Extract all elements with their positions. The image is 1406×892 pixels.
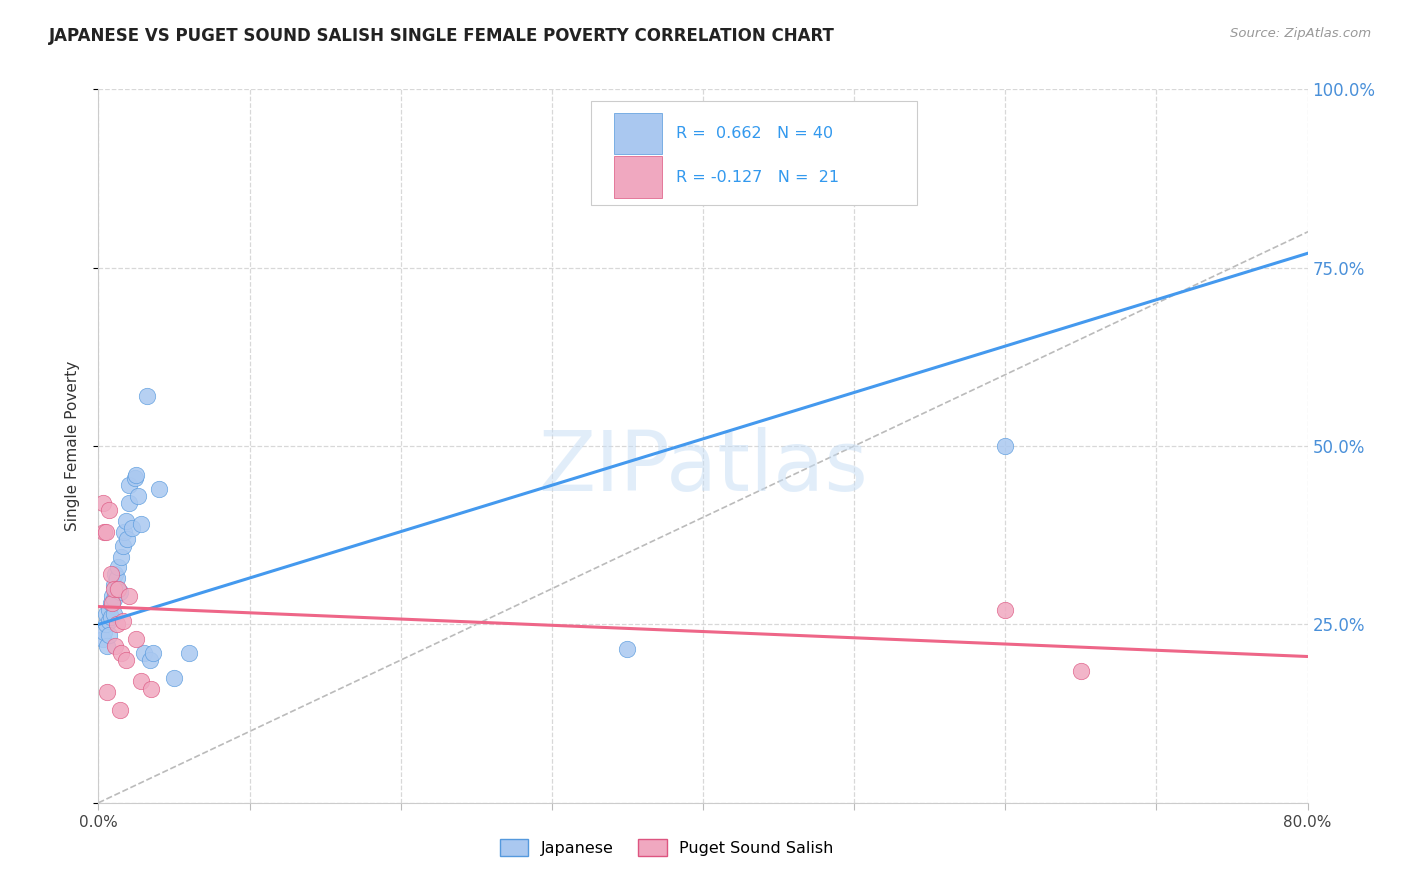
Point <box>132 646 155 660</box>
Point <box>100 596 122 610</box>
Point <box>101 596 124 610</box>
Point <box>118 496 141 510</box>
Point <box>96 685 118 699</box>
Point <box>616 642 638 657</box>
Point <box>111 614 134 628</box>
Point <box>125 467 148 482</box>
Point <box>93 524 115 539</box>
Point <box>135 389 157 403</box>
Text: Source: ZipAtlas.com: Source: ZipAtlas.com <box>1230 27 1371 40</box>
Point <box>107 582 129 596</box>
Point <box>110 549 132 564</box>
Point <box>121 521 143 535</box>
Point <box>100 567 122 582</box>
Point <box>91 632 114 646</box>
Point <box>103 592 125 607</box>
Point <box>115 532 138 546</box>
Legend: Japanese, Puget Sound Salish: Japanese, Puget Sound Salish <box>494 832 841 863</box>
Point <box>1070 664 1092 678</box>
Point <box>100 610 122 624</box>
Point <box>129 674 152 689</box>
Text: ZIPatlas: ZIPatlas <box>538 427 868 508</box>
Point <box>103 578 125 592</box>
Point <box>105 582 128 596</box>
Point <box>101 589 124 603</box>
Point <box>103 607 125 621</box>
Point <box>98 603 121 617</box>
Point <box>103 582 125 596</box>
Point <box>139 653 162 667</box>
Point <box>105 617 128 632</box>
Point <box>129 517 152 532</box>
Point <box>118 478 141 492</box>
Point <box>105 571 128 585</box>
Point <box>108 703 131 717</box>
Point <box>148 482 170 496</box>
Point <box>98 614 121 628</box>
Point <box>114 653 136 667</box>
Point <box>125 632 148 646</box>
Bar <box>613 156 662 198</box>
Point <box>142 646 165 660</box>
Point <box>107 560 129 574</box>
Bar <box>613 113 662 154</box>
Text: R = -0.127   N =  21: R = -0.127 N = 21 <box>676 169 839 185</box>
Point <box>111 539 134 553</box>
Point <box>110 646 132 660</box>
Y-axis label: Single Female Poverty: Single Female Poverty <box>65 361 80 531</box>
Point <box>104 639 127 653</box>
Point <box>994 603 1017 617</box>
Point <box>94 524 117 539</box>
Point <box>114 514 136 528</box>
Point <box>94 607 117 621</box>
Text: JAPANESE VS PUGET SOUND SALISH SINGLE FEMALE POVERTY CORRELATION CHART: JAPANESE VS PUGET SOUND SALISH SINGLE FE… <box>49 27 835 45</box>
Point <box>104 567 127 582</box>
Point <box>994 439 1017 453</box>
Point <box>124 471 146 485</box>
Point <box>127 489 149 503</box>
Point <box>141 681 163 696</box>
Point <box>91 496 114 510</box>
FancyBboxPatch shape <box>591 102 917 205</box>
Point <box>94 617 117 632</box>
Point <box>98 503 121 517</box>
Point <box>179 646 201 660</box>
Point <box>93 624 115 639</box>
Point <box>108 585 131 599</box>
Text: R =  0.662   N = 40: R = 0.662 N = 40 <box>676 127 834 141</box>
Point <box>112 524 135 539</box>
Point <box>118 589 141 603</box>
Point <box>163 671 186 685</box>
Point <box>96 639 118 653</box>
Point <box>98 628 121 642</box>
